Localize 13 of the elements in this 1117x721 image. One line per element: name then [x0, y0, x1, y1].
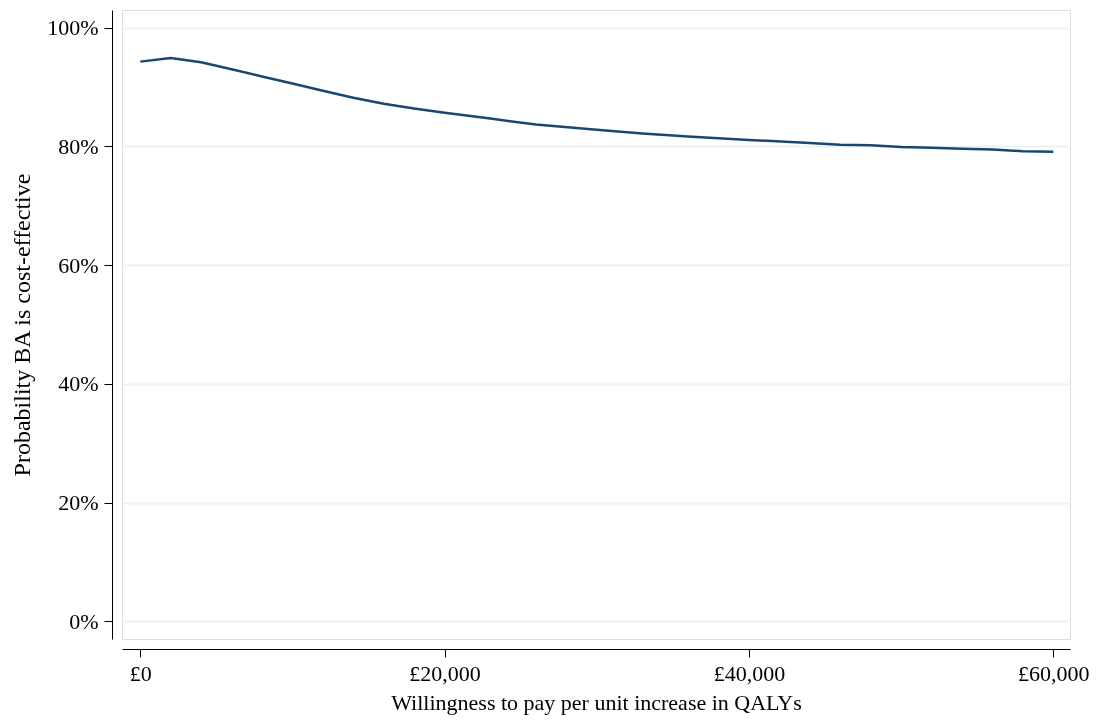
y-tick-label: 100%: [47, 15, 99, 41]
x-tick-label: £20,000: [409, 660, 481, 686]
x-tick-label: £60,000: [1018, 660, 1090, 686]
y-axis-title: Probability BA is cost-effective: [9, 173, 36, 477]
line-series: [139, 56, 1055, 154]
x-tick-label: £0: [129, 660, 152, 686]
y-tick-label: 80%: [58, 133, 99, 159]
y-tick-label: 40%: [58, 371, 99, 397]
y-tick-label: 60%: [58, 252, 99, 278]
x-tick-label: £40,000: [713, 660, 786, 686]
y-tick-label: 20%: [58, 490, 99, 516]
x-axis-title: Willingness to pay per unit increase in QALYs: [391, 689, 802, 715]
y-tick-label: 0%: [69, 608, 99, 634]
